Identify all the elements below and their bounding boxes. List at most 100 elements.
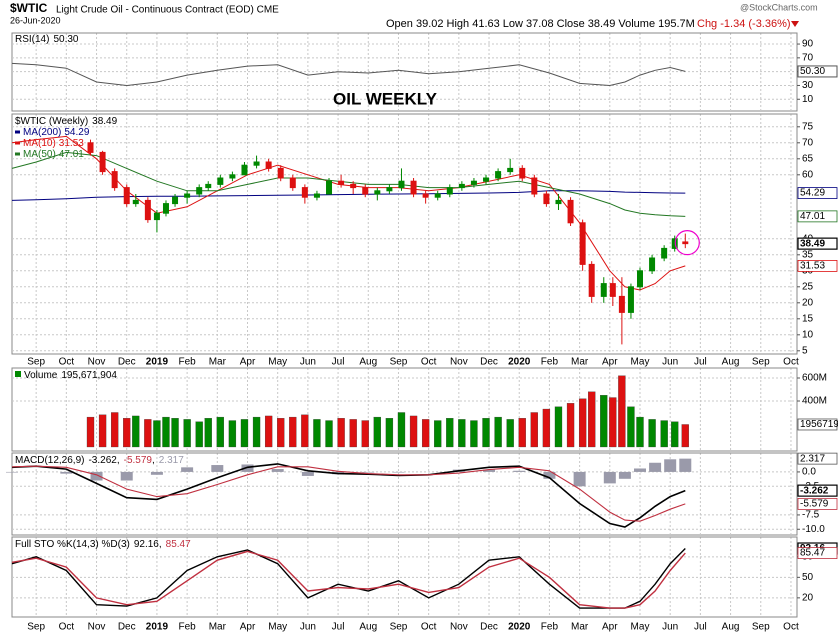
histogram-bar xyxy=(392,471,405,473)
value-badge-label: -5.579 xyxy=(800,499,829,510)
x-tick-label: 2020 xyxy=(508,357,531,368)
legend-value: 2.317 xyxy=(159,455,184,466)
x-tick-label: Sep xyxy=(752,357,770,368)
candle-body xyxy=(313,193,320,198)
legend: MA(50) 47.01 xyxy=(23,149,84,160)
candle-body xyxy=(132,199,139,205)
volume-bar xyxy=(373,416,381,448)
candle-body xyxy=(458,183,465,189)
y-tick-label: 15 xyxy=(802,313,814,324)
volume-bar xyxy=(153,420,161,448)
y-tick-label: 400M xyxy=(802,396,827,407)
x-tick-label: Feb xyxy=(178,357,196,368)
y-tick-label: 20 xyxy=(802,592,814,603)
y-tick-label: 75 xyxy=(802,121,814,132)
candle-body xyxy=(410,180,417,195)
candle-body xyxy=(153,212,160,221)
volume-bar xyxy=(421,419,430,448)
value-badge xyxy=(797,260,838,272)
legend-name: MA(50) xyxy=(23,149,56,160)
volume-bar xyxy=(542,408,551,448)
volume-bar xyxy=(554,406,563,448)
x-tick-label: Aug xyxy=(722,622,740,633)
histogram-bar xyxy=(618,471,631,479)
candle-body xyxy=(123,187,130,205)
volume-bar xyxy=(216,416,224,448)
x-tick-label: Dec xyxy=(480,357,498,368)
moving-average xyxy=(11,151,686,217)
volume-bar xyxy=(98,414,107,448)
symbol: $WTIC xyxy=(10,1,48,15)
legend-value: 50.30 xyxy=(53,34,78,45)
legend-swatch xyxy=(15,130,20,134)
y-tick-label: 30 xyxy=(802,80,814,91)
candle-body xyxy=(241,164,248,176)
candle-body xyxy=(446,187,453,195)
candle-body xyxy=(588,263,595,297)
change: Chg -1.34 (-3.36%) xyxy=(697,18,791,30)
legend: MA(200) 54.29 xyxy=(23,127,90,138)
x-tick-label: Aug xyxy=(359,622,377,633)
y-tick-label: 65 xyxy=(802,153,814,164)
legend-separator: , xyxy=(117,455,120,466)
candle-body xyxy=(229,174,236,179)
volume-bar xyxy=(162,416,170,448)
histogram-bar xyxy=(603,471,616,484)
value-badge-label: -3.262 xyxy=(800,485,829,496)
x-tick-label: Jul xyxy=(694,622,707,633)
histogram-bar xyxy=(649,462,662,472)
x-tick-label: May xyxy=(631,357,650,368)
candle-body xyxy=(217,177,224,185)
legend: $WTIC (Weekly) 38.49 xyxy=(15,116,118,127)
x-tick-label: Sep xyxy=(390,622,408,633)
volume-bar xyxy=(671,421,679,448)
y-tick-label: 0.0 xyxy=(802,467,816,478)
volume-bar xyxy=(636,416,644,448)
x-tick-label: Oct xyxy=(59,357,75,368)
candle-body xyxy=(661,247,668,259)
volume-bar xyxy=(681,424,689,448)
volume-bar xyxy=(361,420,369,448)
volume-bar xyxy=(660,420,668,448)
legend-separator: , xyxy=(152,455,155,466)
x-tick-label: 2020 xyxy=(508,622,531,633)
volume-bar xyxy=(648,419,656,448)
legend-title: Volume xyxy=(24,370,58,381)
x-tick-label: May xyxy=(631,622,650,633)
x-tick-label: Apr xyxy=(602,357,618,368)
value-badge xyxy=(797,210,838,223)
value-badge xyxy=(797,418,838,431)
volume-bar xyxy=(171,418,179,448)
histogram-bar xyxy=(181,467,194,472)
candle-body xyxy=(162,203,169,214)
x-tick-label: Feb xyxy=(178,622,196,633)
x-tick-label: Oct xyxy=(783,357,799,368)
y-tick-label: 90 xyxy=(802,39,814,50)
x-tick-label: Mar xyxy=(209,357,227,368)
volume-bar xyxy=(506,419,514,448)
x-tick-label: Aug xyxy=(722,357,740,368)
candle-body xyxy=(671,238,678,249)
volume-bar xyxy=(609,397,617,448)
value-badge xyxy=(797,452,838,465)
volume-bar xyxy=(195,421,203,448)
moving-average xyxy=(11,190,686,201)
histogram-bar xyxy=(664,459,677,472)
highlight-circle xyxy=(674,230,700,256)
volume-bar xyxy=(349,419,357,448)
x-tick-label: 2019 xyxy=(146,357,169,368)
value-badge-label: 38.49 xyxy=(800,238,825,249)
y-tick-label: 10 xyxy=(802,329,814,340)
x-tick-label: Oct xyxy=(421,357,437,368)
x-tick-label: Aug xyxy=(359,357,377,368)
histogram-bar xyxy=(573,471,586,487)
x-tick-label: Mar xyxy=(209,622,227,633)
candle-body xyxy=(507,167,514,173)
x-tick-label: Feb xyxy=(541,622,559,633)
volume-bar xyxy=(337,418,345,448)
volume-bar xyxy=(458,419,466,448)
candle-body xyxy=(374,190,381,195)
volume-bar xyxy=(578,398,587,448)
source: @StockCharts.com xyxy=(740,2,818,12)
legend-title: $WTIC (Weekly) xyxy=(15,116,88,127)
